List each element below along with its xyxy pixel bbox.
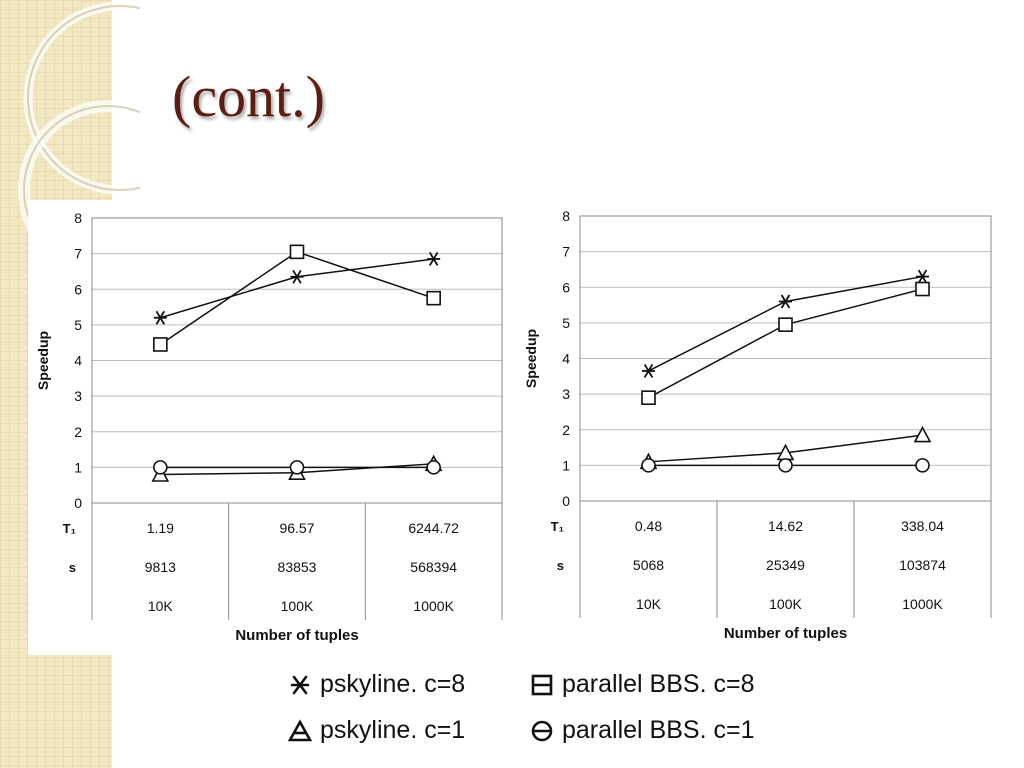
table-cell: 0.48 — [635, 518, 662, 534]
x-category-label: 1000K — [902, 596, 943, 612]
circle-marker — [289, 460, 305, 475]
plot-area — [579, 215, 992, 502]
table-cell: 6244.72 — [408, 520, 459, 536]
legend-item-pskyline-c8: pskyline. c=8 — [288, 670, 465, 699]
table-cell: 1.19 — [147, 520, 174, 536]
y-tick-label: 7 — [562, 244, 570, 260]
table-cell: 338.04 — [901, 518, 944, 534]
y-tick-label: 3 — [562, 386, 570, 402]
y-tick-label: 6 — [562, 279, 570, 295]
y-tick-label: 7 — [74, 246, 82, 262]
legend-item-parallel-bbs-c8: parallel BBS. c=8 — [530, 670, 754, 699]
y-tick-label: 6 — [74, 281, 82, 297]
decorative-rings — [18, 1, 140, 260]
y-axis-title: Speedup — [35, 331, 51, 390]
x-category-label: 1000K — [413, 598, 454, 614]
x-axis-title: Number of tuples — [235, 627, 358, 644]
y-tick-label: 5 — [74, 317, 82, 333]
triangle-marker — [913, 425, 932, 443]
circle-marker — [153, 460, 168, 475]
series-line — [648, 288, 923, 399]
y-axis-title: Speedup — [523, 329, 539, 388]
asterisk-marker-icon — [290, 675, 310, 694]
square-marker — [641, 390, 656, 405]
y-tick-label: 2 — [74, 424, 82, 440]
square-marker — [153, 337, 168, 352]
y-tick-label: 8 — [74, 210, 82, 226]
x-category-label: 10K — [148, 598, 174, 614]
y-tick-label: 0 — [562, 493, 570, 509]
asterisk-marker — [780, 294, 791, 309]
slide-title: (cont.) — [172, 64, 325, 129]
legend-label: parallel BBS. c=8 — [562, 670, 755, 698]
legend-label: parallel BBS. c=1 — [562, 716, 755, 744]
table-row-label: s — [557, 558, 564, 573]
table-row-label: T₁ — [63, 521, 76, 536]
asterisk-marker — [643, 364, 654, 378]
table-cell: 25349 — [766, 557, 805, 573]
circle-marker — [778, 458, 793, 473]
y-tick-label: 3 — [74, 388, 82, 404]
asterisk-marker — [428, 252, 439, 266]
table-cell: 103874 — [899, 557, 946, 573]
asterisk-marker — [917, 269, 928, 284]
legend-item-parallel-bbs-c1: parallel BBS. c=1 — [530, 716, 754, 745]
y-tick-label: 1 — [74, 459, 82, 475]
table-cell: 14.62 — [768, 518, 803, 534]
table-cell: 96.57 — [279, 520, 314, 536]
table-cell: 83853 — [278, 559, 317, 575]
square-marker — [289, 244, 305, 260]
y-tick-label: 1 — [562, 457, 570, 473]
y-tick-label: 2 — [562, 422, 570, 438]
legend-label: pskyline. c=1 — [320, 716, 466, 744]
square-marker — [915, 281, 930, 297]
circle-marker — [915, 458, 930, 473]
chart-legend: pskyline. c=8 parallel BBS. c=8 pskyline… — [288, 670, 808, 760]
y-tick-label: 8 — [562, 208, 570, 224]
legend-label: pskyline. c=8 — [320, 670, 466, 698]
x-category-label: 100K — [769, 596, 802, 612]
legend-item-pskyline-c1: pskyline. c=1 — [288, 716, 465, 745]
y-tick-label: 0 — [74, 495, 82, 511]
table-row-label: T₁ — [551, 519, 564, 534]
series-line — [160, 258, 434, 319]
x-category-label: 100K — [281, 598, 314, 614]
table-cell: 5068 — [633, 557, 664, 573]
table-cell: 9813 — [145, 559, 176, 575]
triangle-marker-icon — [288, 718, 312, 741]
table-cell: 568394 — [410, 559, 457, 575]
square-marker-icon — [531, 674, 553, 695]
y-tick-label: 5 — [562, 315, 570, 331]
square-marker — [778, 317, 793, 332]
x-category-label: 10K — [636, 596, 662, 612]
asterisk-marker — [155, 310, 166, 325]
y-tick-label: 4 — [74, 353, 82, 369]
circle-marker-icon — [531, 720, 553, 741]
circle-marker — [426, 460, 441, 475]
x-axis-title: Number of tuples — [724, 625, 847, 642]
table-row-label: s — [69, 560, 76, 575]
square-marker — [426, 290, 441, 306]
circle-marker — [641, 458, 656, 473]
series-line — [159, 251, 434, 346]
y-tick-label: 4 — [562, 351, 570, 367]
asterisk-marker — [292, 269, 302, 284]
plot-area — [91, 217, 503, 504]
